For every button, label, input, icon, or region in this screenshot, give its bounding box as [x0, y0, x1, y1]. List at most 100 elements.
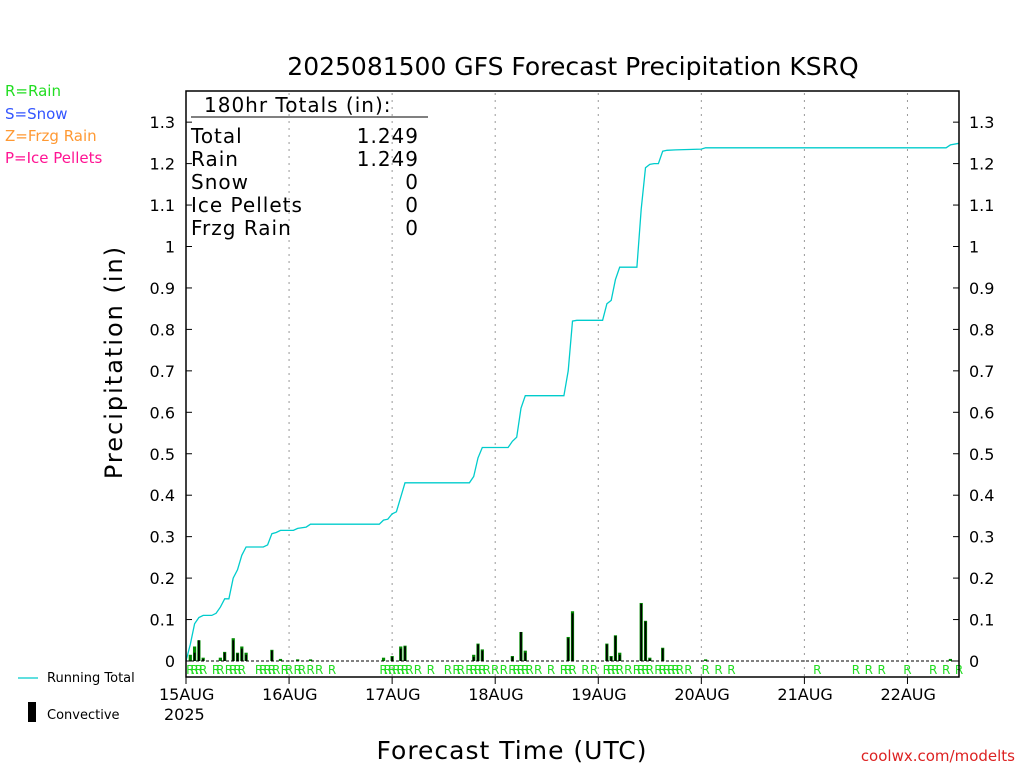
y-tick-label-left: 0.4: [150, 486, 175, 505]
convective-bar: [661, 648, 664, 661]
ptype-mark: R: [470, 663, 478, 677]
running-total-line: [185, 142, 960, 662]
convective-bar: [202, 658, 205, 661]
convective-bar: [614, 636, 617, 661]
convective-bar: [511, 656, 514, 661]
convective-bar: [270, 650, 273, 661]
y-tick-label-left: 0.9: [150, 279, 175, 298]
x-tick-label: 21AUG: [777, 685, 832, 704]
y-tick-label-left: 0.8: [150, 320, 175, 339]
convective-bar: [524, 652, 527, 661]
convective-legend-label: Convective: [47, 708, 120, 723]
ptype-mark: R: [813, 663, 821, 677]
ptype-mark: R: [581, 663, 589, 677]
ptype-mark: R: [315, 663, 323, 677]
y-tick-label-left: 0.3: [150, 528, 175, 547]
ptype-mark: R: [379, 663, 387, 677]
ptype-mark: R: [641, 663, 649, 677]
y-axis-ticks: 0 00.1 0.10.2 0.20.3 0.30.4 0.40.5 0.50.6 0.60.…: [150, 113, 995, 671]
totals-row-value: 1.249: [357, 147, 419, 171]
convective-bar: [472, 656, 475, 661]
ptype-mark: R: [199, 663, 207, 677]
precip-bar: [218, 657, 222, 661]
ptype-mark: R: [637, 663, 645, 677]
ptype-mark: R: [263, 663, 271, 677]
ptype-mark: R: [229, 663, 237, 677]
credit-text: coolwx.com/modelts: [861, 747, 1015, 765]
convective-bar: [618, 654, 621, 661]
ptype-mark: R: [405, 663, 413, 677]
ptype-mark: R: [590, 663, 598, 677]
y-tick-label-right: 0.5: [969, 445, 994, 464]
convective-bar: [648, 658, 651, 661]
ptype-mark: R: [306, 663, 314, 677]
y-tick-label-right: 1.3: [969, 113, 994, 132]
precip-bar: [381, 657, 386, 661]
y-tick-label-left: 0.6: [150, 403, 175, 422]
ptype-mark: R: [624, 663, 632, 677]
ptype-mark: R: [474, 663, 482, 677]
ptype-mark: R: [663, 663, 671, 677]
x-tick-sublabel: 2025: [164, 705, 205, 724]
ptype-mark: R: [195, 663, 203, 677]
precip-bars: [188, 602, 953, 661]
ptype-mark: R: [603, 663, 611, 677]
convective-bar: [399, 648, 402, 661]
totals-row-label: Total: [190, 124, 243, 148]
ptype-mark: R: [659, 663, 667, 677]
convective-bar: [481, 650, 484, 661]
y-tick-label-right: 0.7: [969, 362, 994, 381]
ptype-mark: R: [942, 663, 950, 677]
ptype-mark: R: [298, 663, 306, 677]
y-tick-label-left: 1.3: [150, 113, 175, 132]
totals-row-value: 0: [405, 170, 419, 194]
y-tick-label-right: 0.4: [969, 486, 994, 505]
ptype-mark: R: [388, 663, 396, 677]
running-total-legend-label: Running Total: [47, 671, 135, 686]
ptype-mark: R: [701, 663, 709, 677]
totals-row-label: Frzg Rain: [191, 216, 292, 240]
ptype-mark: R: [852, 663, 860, 677]
convective-legend-swatch: [28, 702, 36, 722]
totals-row-label: Rain: [191, 147, 239, 171]
y-tick-label-right: 0: [969, 652, 979, 671]
totals-table: Total 1.249 Rain 1.249 Snow 0 Ice Pellets 0 Frzg…: [190, 124, 419, 240]
convective-bar: [610, 656, 613, 661]
precip-bar: [308, 659, 313, 661]
y-tick-label-right: 0.9: [969, 279, 994, 298]
precip-bar: [704, 659, 708, 661]
y-tick-label-left: 1.1: [150, 196, 175, 215]
y-tick-label-right: 1: [969, 238, 979, 257]
convective-bar: [520, 631, 522, 661]
precip-bar: [188, 654, 192, 661]
ptype-mark: R: [616, 663, 624, 677]
legend-rain: R=Rain: [5, 82, 61, 100]
x-gridlines: [288, 93, 908, 676]
ptype-mark: R: [238, 663, 246, 677]
convective-bar: [245, 654, 248, 661]
convective-bar: [197, 640, 200, 661]
y-tick-label-left: 0.1: [150, 611, 175, 630]
precip-bar: [296, 659, 300, 661]
ptype-mark: R: [878, 663, 886, 677]
x-tick-label: 17AUG: [365, 685, 420, 704]
ptype-mark: R: [513, 663, 521, 677]
ptype-mark: R: [392, 663, 400, 677]
y-tick-label-right: 0.3: [969, 528, 994, 547]
ptype-mark: R: [328, 663, 336, 677]
y-tick-label-left: 0.5: [150, 445, 175, 464]
legend-frzg-rain: Z=Frzg Rain: [5, 127, 97, 145]
ptype-mark: R: [611, 663, 619, 677]
x-axis-label: Forecast Time (UTC): [377, 736, 648, 765]
ptype-mark: R: [646, 663, 654, 677]
y-tick-label-left: 1.2: [150, 155, 175, 174]
convective-bar: [232, 640, 235, 661]
ptype-mark: R: [508, 663, 516, 677]
ptype-mark: R: [727, 663, 735, 677]
convective-bar: [477, 644, 479, 661]
ptype-mark: R: [534, 663, 542, 677]
y-tick-label-right: 0.6: [969, 403, 994, 422]
convective-bar: [223, 652, 226, 661]
